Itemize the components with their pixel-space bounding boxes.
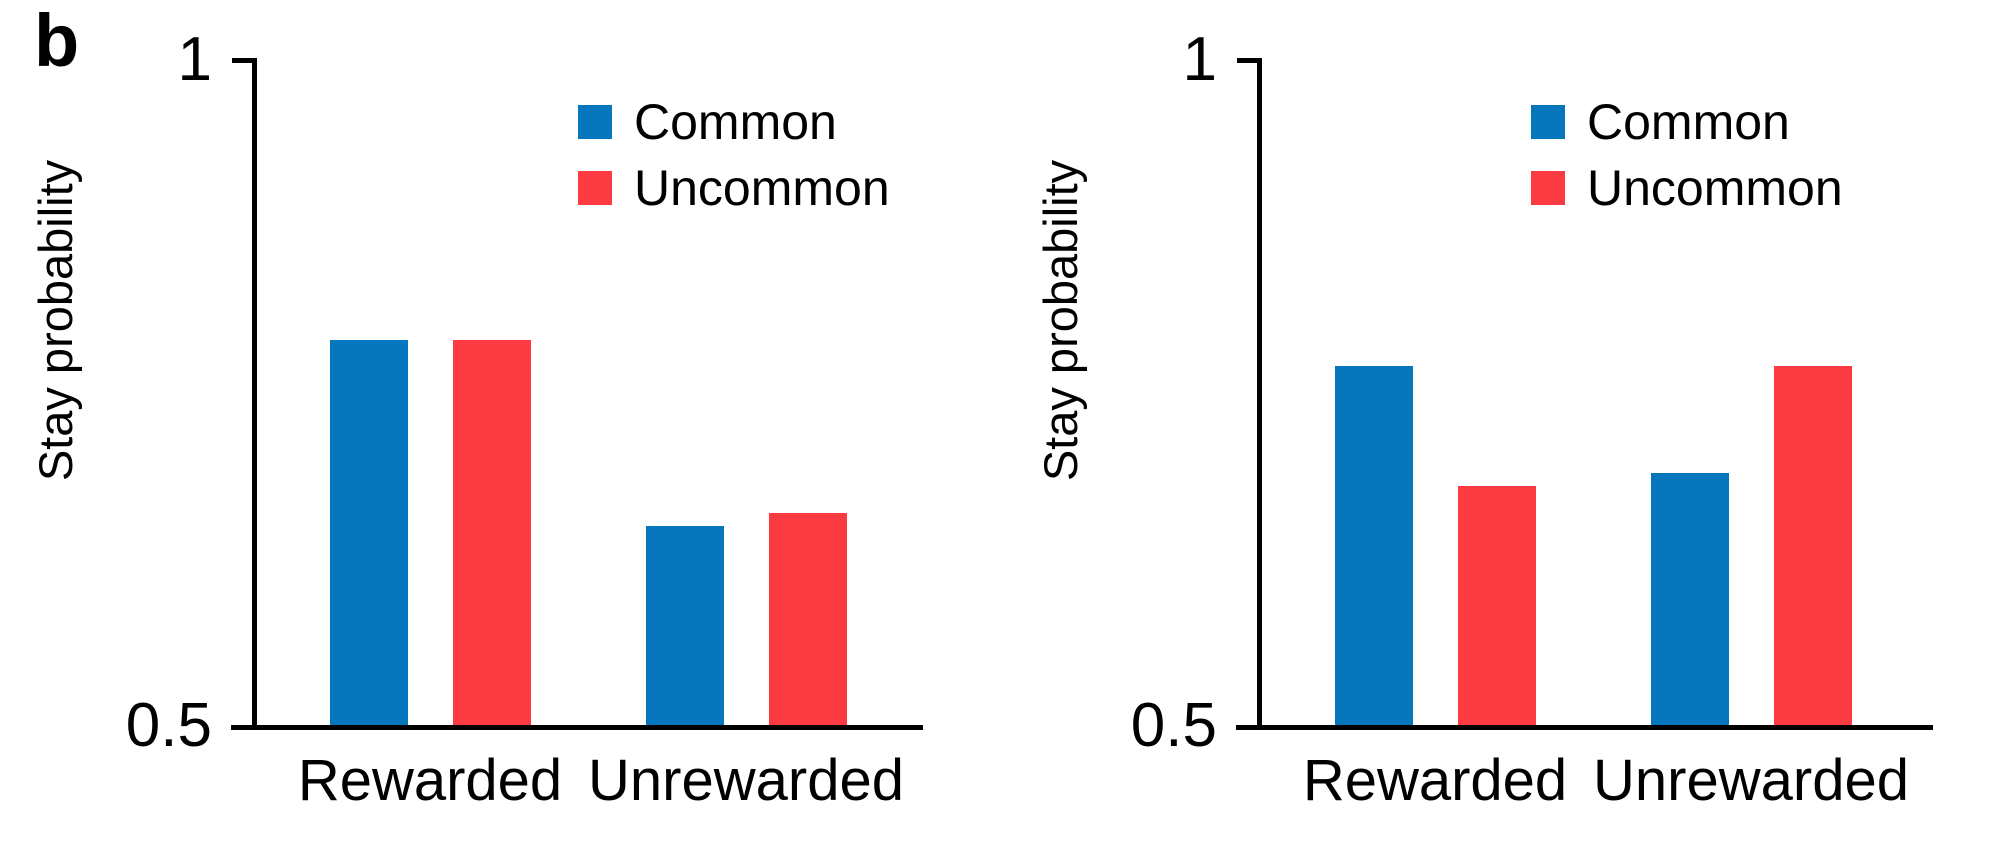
- legend-item-common: Common: [1531, 96, 1843, 148]
- bar-rewarded-common: [1335, 366, 1413, 726]
- x-tick-label-unrewarded: Unrewarded: [1593, 748, 1909, 813]
- legend: Common Uncommon: [1531, 96, 1843, 214]
- stay-probability-chart-left: Stay probability 1 0.5 Rewarded Unreward…: [30, 29, 923, 810]
- legend-label-uncommon: Uncommon: [634, 160, 890, 216]
- y-axis-line: [252, 58, 257, 730]
- y-tick-label-0-5: 0.5: [1130, 691, 1217, 760]
- y-tick-label-1: 1: [1182, 25, 1217, 94]
- bar-rewarded-common: [330, 340, 408, 726]
- y-axis-title-text: Stay probability: [29, 159, 83, 481]
- legend-label-common: Common: [634, 94, 837, 150]
- legend-item-common: Common: [578, 96, 890, 148]
- bar-unrewarded-uncommon: [1774, 366, 1852, 726]
- bars-container: [1261, 60, 1933, 726]
- bar-rewarded-uncommon: [1458, 486, 1536, 726]
- y-axis-top-tick-mark: [232, 58, 253, 63]
- legend-label-uncommon: Uncommon: [1587, 160, 1843, 216]
- y-axis-top-tick-mark: [1237, 58, 1258, 63]
- legend-item-uncommon: Uncommon: [578, 162, 890, 214]
- panel-label: b: [34, 0, 80, 82]
- x-axis-line: [231, 725, 923, 730]
- y-tick-label-1: 1: [177, 25, 212, 94]
- legend-swatch-uncommon-icon: [1531, 171, 1565, 205]
- x-tick-label-rewarded: Rewarded: [297, 748, 563, 813]
- bar-unrewarded-uncommon: [769, 513, 847, 726]
- y-axis-title: Stay probability: [11, 40, 101, 600]
- x-tick-label-rewarded: Rewarded: [1302, 748, 1568, 813]
- bar-unrewarded-common: [1651, 473, 1729, 726]
- legend-label-common: Common: [1587, 94, 1790, 150]
- legend-item-uncommon: Uncommon: [1531, 162, 1843, 214]
- bars-container: [256, 60, 923, 726]
- x-axis-line: [1236, 725, 1933, 730]
- bar-unrewarded-common: [646, 526, 724, 726]
- legend-swatch-common-icon: [1531, 105, 1565, 139]
- legend: Common Uncommon: [578, 96, 890, 214]
- y-axis-title-text: Stay probability: [1034, 159, 1088, 481]
- stay-probability-chart-right: Stay probability 1 0.5 Rewarded Unreward…: [1035, 29, 1933, 810]
- legend-swatch-common-icon: [578, 105, 612, 139]
- y-tick-label-0-5: 0.5: [125, 691, 212, 760]
- bar-rewarded-uncommon: [453, 340, 531, 726]
- y-axis-title: Stay probability: [1016, 40, 1106, 600]
- x-tick-label-unrewarded: Unrewarded: [588, 748, 904, 813]
- y-axis-line: [1257, 58, 1262, 730]
- legend-swatch-uncommon-icon: [578, 171, 612, 205]
